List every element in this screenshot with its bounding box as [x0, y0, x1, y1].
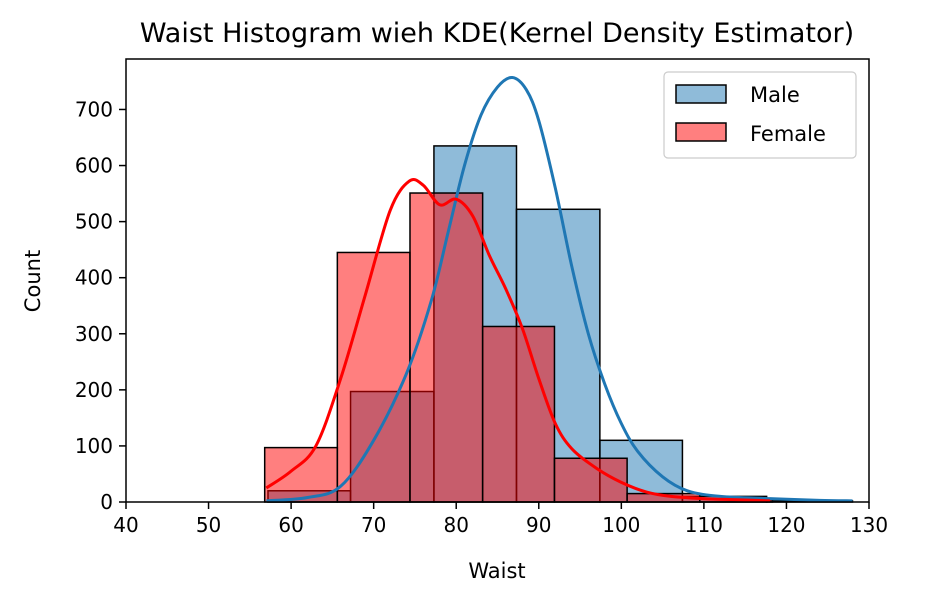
- legend: Male Female: [663, 71, 857, 159]
- x-tick-label-130: 130: [850, 513, 888, 537]
- female-bar-3: [481, 325, 556, 503]
- x-tick-label-70: 70: [361, 513, 386, 537]
- chart-title: Waist Histogram wieh KDE(Kernel Density …: [140, 18, 854, 49]
- x-axis-label: Waist: [468, 559, 525, 583]
- y-tick-label-200: 200: [75, 378, 113, 402]
- legend-label-male: Male: [750, 83, 800, 107]
- x-tick-label-120: 120: [767, 513, 805, 537]
- plot-frame: [125, 58, 870, 503]
- x-tick-label-110: 110: [685, 513, 723, 537]
- x-tick-label-40: 40: [113, 513, 138, 537]
- y-tick-label-300: 300: [75, 322, 113, 346]
- x-axis: 40 50 60 70 80 90 100 110 120 130: [113, 502, 888, 537]
- y-tick-label-0: 0: [100, 490, 113, 514]
- x-tick-label-80: 80: [443, 513, 468, 537]
- female-bar-1: [336, 251, 411, 503]
- legend-label-female: Female: [750, 122, 826, 146]
- y-axis-label: Count: [21, 250, 45, 312]
- x-tick-label-90: 90: [526, 513, 551, 537]
- legend-swatch-female: [675, 122, 727, 142]
- y-tick-label-500: 500: [75, 210, 113, 234]
- y-tick-label-100: 100: [75, 434, 113, 458]
- y-tick-label-600: 600: [75, 154, 113, 178]
- y-tick-label-700: 700: [75, 97, 113, 121]
- kde-lines: [265, 76, 853, 503]
- male-kde-line: [266, 76, 853, 503]
- x-tick-label-50: 50: [196, 513, 221, 537]
- legend-swatch-male: [675, 84, 727, 104]
- female-kde-line: [265, 178, 770, 503]
- y-axis: 0 100 200 300 400 500 600 700: [75, 97, 126, 514]
- x-tick-label-100: 100: [602, 513, 640, 537]
- y-tick-label-400: 400: [75, 266, 113, 290]
- x-tick-label-60: 60: [278, 513, 303, 537]
